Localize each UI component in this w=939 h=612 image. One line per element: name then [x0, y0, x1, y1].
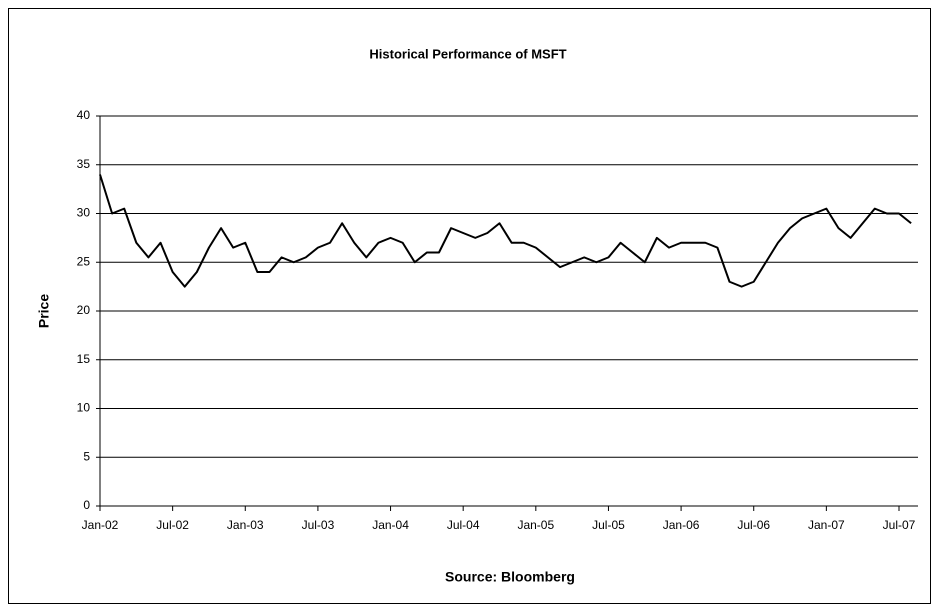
y-tick-label: 25: [77, 254, 91, 268]
y-tick-label: 10: [77, 401, 91, 415]
y-tick-label: 20: [77, 303, 91, 317]
x-tick-label: Jul-04: [447, 518, 480, 532]
x-axis-title: Source: Bloomberg: [445, 569, 575, 585]
x-tick-label: Jan-04: [372, 518, 409, 532]
price-line: [99, 174, 912, 288]
x-tick-label: Jul-07: [883, 518, 916, 532]
x-tick-label: Jan-06: [663, 518, 700, 532]
y-tick-label: 35: [77, 157, 91, 171]
chart-title: Historical Performance of MSFT: [369, 46, 566, 61]
x-tick-label: Jan-07: [808, 518, 845, 532]
y-axis-title: Price: [36, 294, 52, 328]
y-tick-label: 40: [77, 108, 91, 122]
y-tick-label: 15: [77, 352, 91, 366]
x-tick-label: Jul-06: [737, 518, 770, 532]
x-tick-label: Jul-05: [592, 518, 625, 532]
x-tick-label: Jul-02: [156, 518, 189, 532]
y-tick-label: 5: [83, 449, 90, 463]
x-tick-label: Jan-03: [227, 518, 264, 532]
x-tick-label: Jan-05: [517, 518, 554, 532]
x-tick-label: Jan-02: [82, 518, 119, 532]
chart-border: [8, 8, 931, 604]
y-tick-label: 30: [77, 206, 91, 220]
x-tick-label: Jul-03: [302, 518, 335, 532]
y-tick-label: 0: [83, 498, 90, 512]
